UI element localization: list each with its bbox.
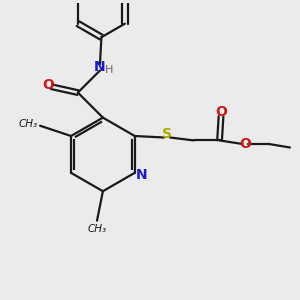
Text: O: O <box>239 137 251 151</box>
Text: N: N <box>94 60 106 74</box>
Text: O: O <box>215 106 227 119</box>
Text: S: S <box>162 127 172 141</box>
Text: H: H <box>105 65 114 76</box>
Text: CH₃: CH₃ <box>87 224 106 234</box>
Text: N: N <box>135 168 147 182</box>
Text: CH₃: CH₃ <box>19 119 38 129</box>
Text: O: O <box>43 78 54 92</box>
